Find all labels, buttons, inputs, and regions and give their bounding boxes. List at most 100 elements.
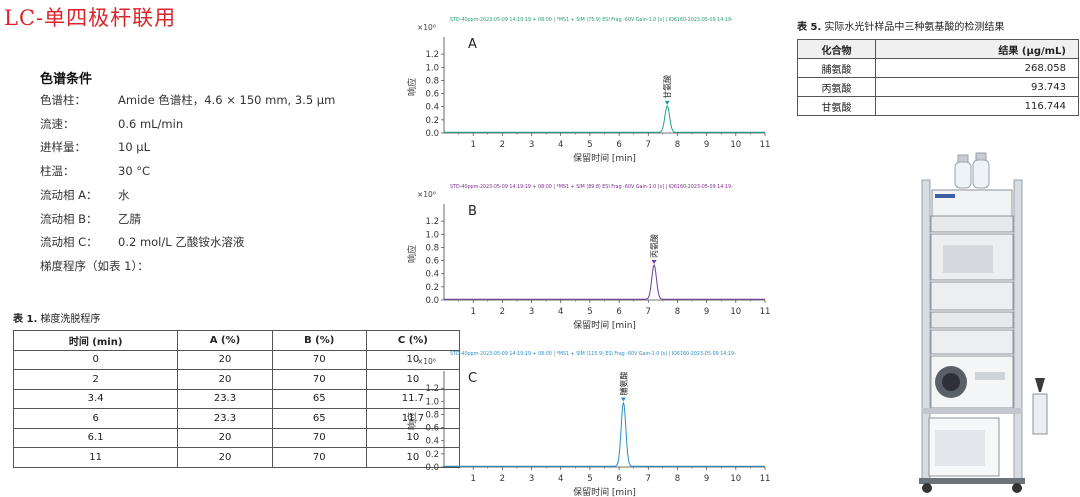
results-cell: 268.058 xyxy=(875,58,1079,78)
x-tick-label: 8 xyxy=(675,307,680,317)
gradient-cell: 65 xyxy=(271,408,367,429)
x-tick-label: 8 xyxy=(675,140,680,150)
condition-row: 柱温： 30 °C xyxy=(40,163,150,179)
gradient-cell: 70 xyxy=(271,427,367,448)
condition-value: 乙腈 xyxy=(118,211,141,226)
y-tick-label: 0.0 xyxy=(425,463,439,473)
table-row: 0 20 70 10 xyxy=(12,349,461,370)
condition-row: 流动相 B： 乙腈 xyxy=(40,211,141,227)
condition-row: 流动相 A： 水 xyxy=(40,187,130,203)
gradient-cell: 11 xyxy=(12,447,179,468)
results-cell: 甘氨酸 xyxy=(796,96,877,116)
gradient-caption-prefix: 表 1. xyxy=(13,314,38,325)
condition-label: 流速： xyxy=(40,116,75,131)
condition-row: 流动相 C： 0.2 mol/L 乙酸铵水溶液 xyxy=(40,234,244,250)
y-tick-label: 0.6 xyxy=(425,424,439,434)
y-multiplier: ×10⁶ xyxy=(417,190,436,199)
y-tick-label: 0.2 xyxy=(425,116,439,126)
peak-marker xyxy=(651,260,657,265)
condition-label: 流动相 B： xyxy=(40,211,98,226)
x-tick-label: 6 xyxy=(616,307,621,317)
gradient-header-cell: 时间 (min) xyxy=(12,330,179,351)
gradient-caption-text: 梯度洗脱程序 xyxy=(37,314,101,325)
x-tick-label: 11 xyxy=(760,140,771,150)
gradient-cell: 70 xyxy=(271,369,367,390)
x-tick-label: 1 xyxy=(470,474,475,484)
chart-header: STD-40ppm-2023-05-09 14:19:19 + 08:00 | … xyxy=(450,184,733,190)
condition-row: 色谱柱： Amide 色谱柱，4.6 × 150 mm, 3.5 μm xyxy=(40,92,335,108)
y-tick-label: 1.2 xyxy=(425,384,439,394)
y-tick-label: 0.8 xyxy=(425,410,439,420)
x-tick-label: 11 xyxy=(760,307,771,317)
condition-label: 进样量： xyxy=(40,140,86,155)
x-tick-label: 1 xyxy=(470,307,475,317)
x-tick-label: 1 xyxy=(470,140,475,150)
panel-label: C xyxy=(468,371,477,386)
condition-value: Amide 色谱柱，4.6 × 150 mm, 3.5 μm xyxy=(118,93,336,107)
gradient-table: 时间 (min) A (%) B (%) C (%) 0 20 70 10 2 20 70 10 3.… xyxy=(12,330,461,468)
x-tick-label: 9 xyxy=(704,140,709,150)
y-multiplier: ×10⁶ xyxy=(417,23,436,32)
x-tick-label: 6 xyxy=(616,474,621,484)
x-axis-label: 保留时间 [min] xyxy=(573,152,636,164)
gradient-cell: 10 xyxy=(365,447,461,468)
x-tick-label: 4 xyxy=(558,307,563,317)
x-tick-label: 3 xyxy=(529,140,534,150)
chart-header: STD-40ppm-2023-05-09 14:19:19 + 08:00 | … xyxy=(450,17,733,23)
x-tick-label: 10 xyxy=(730,307,741,317)
results-cell: 93.743 xyxy=(875,77,1079,97)
gradient-cell: 6 xyxy=(12,408,179,429)
peak-label: 丙氨酸 xyxy=(649,234,659,258)
results-cell: 116.744 xyxy=(875,96,1079,116)
peak-marker xyxy=(620,397,626,402)
x-tick-label: 7 xyxy=(646,140,651,150)
gradient-cell: 20 xyxy=(177,349,273,370)
x-axis-label: 保留时间 [min] xyxy=(573,486,636,497)
gradient-cell: 65 xyxy=(271,388,367,409)
x-tick-label: 11 xyxy=(760,474,771,484)
peak-label: 脯氨酸 xyxy=(618,371,628,395)
x-tick-label: 8 xyxy=(675,474,680,484)
conditions-heading: 色谱条件 xyxy=(40,72,93,87)
chromatograms: STD-40ppm-2023-05-09 14:19:19 + 08:00 | … xyxy=(406,17,771,497)
x-tick-label: 2 xyxy=(500,140,505,150)
x-tick-label: 7 xyxy=(646,307,651,317)
x-tick-label: 9 xyxy=(704,474,709,484)
table-row: 11 20 70 10 xyxy=(12,447,461,468)
results-cell: 丙氨酸 xyxy=(796,77,877,97)
condition-row: 进样量： 10 μL xyxy=(40,139,150,155)
y-tick-label: 1.2 xyxy=(425,217,439,227)
y-tick-label: 0.0 xyxy=(425,296,439,306)
x-tick-label: 6 xyxy=(616,140,621,150)
y-multiplier: ×10⁶ xyxy=(417,357,436,366)
gradient-cell: 70 xyxy=(271,447,367,468)
results-cell: 脯氨酸 xyxy=(796,58,877,78)
y-tick-label: 0.2 xyxy=(425,283,439,293)
y-tick-label: 0.2 xyxy=(425,450,439,460)
gradient-cell: 2 xyxy=(12,369,179,390)
gradient-header-cell: B (%) xyxy=(271,330,367,351)
condition-label: 柱温： xyxy=(40,164,75,179)
y-tick-label: 0.8 xyxy=(425,243,439,253)
gradient-cell: 70 xyxy=(271,349,367,370)
peak-label: 甘氨酸 xyxy=(662,75,672,99)
condition-label: 梯度程序（如表 1）： xyxy=(40,258,149,273)
y-axis-label: 响应 xyxy=(406,412,418,430)
gradient-header-cell: A (%) xyxy=(177,330,273,351)
gradient-cell: 3.4 xyxy=(12,388,179,409)
results-header-cell: 化合物 xyxy=(796,39,877,59)
condition-value: 10 μL xyxy=(118,140,151,155)
chart-header: STD-40ppm-2023-05-09 14:19:19 + 08:00 | … xyxy=(450,351,736,357)
x-tick-label: 3 xyxy=(529,307,534,317)
results-table: 化合物 结果 (μg/mL) 脯氨酸 268.058 丙氨酸 93.743 甘氨酸 116.… xyxy=(796,39,1079,116)
table-row: 3.4 23.3 65 11.7 xyxy=(12,388,461,409)
page-title: LC-单四极杆联用 xyxy=(4,6,177,30)
y-tick-label: 0.6 xyxy=(425,257,439,267)
condition-value: 0.2 mol/L 乙酸铵水溶液 xyxy=(118,235,245,250)
chromatogram-trace xyxy=(444,104,765,133)
x-tick-label: 10 xyxy=(730,140,741,150)
y-tick-label: 0.8 xyxy=(425,76,439,86)
condition-label: 流动相 C： xyxy=(40,235,98,250)
x-tick-label: 7 xyxy=(646,474,651,484)
table-row: 甘氨酸 116.744 xyxy=(796,96,1079,116)
